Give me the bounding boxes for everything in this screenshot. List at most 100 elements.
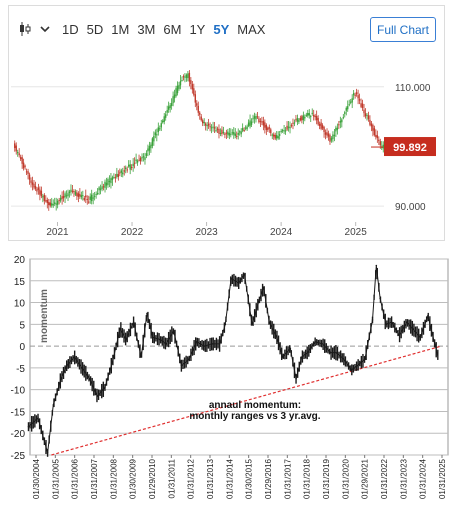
candle-body (107, 179, 109, 185)
momentum-point (314, 340, 316, 343)
candle-body (314, 115, 316, 118)
timeframe-1y-button[interactable]: 1Y (189, 21, 206, 37)
candle-body (352, 93, 355, 96)
momentum-point (306, 351, 309, 354)
momentum-point (65, 364, 68, 367)
candle-body (126, 169, 128, 171)
timeframe-6m-button[interactable]: 6M (163, 21, 182, 37)
candle-body (329, 135, 331, 142)
candle-body (234, 133, 236, 136)
candle-body (30, 180, 32, 183)
momentum-x-tick-label: 01/31/2023 (399, 458, 408, 499)
momentum-point (60, 377, 62, 380)
candle-body (166, 110, 168, 113)
candle-body (49, 202, 51, 206)
momentum-x-tick-label: 01/31/2011 (167, 458, 176, 498)
candle-body (74, 191, 77, 195)
timeframe-max-button[interactable]: MAX (237, 21, 266, 37)
candle-body (307, 113, 309, 116)
candle-body (280, 130, 282, 132)
candle-body (236, 135, 238, 137)
timeframe-3m-button[interactable]: 3M (137, 21, 156, 37)
candle-body (123, 170, 125, 172)
candle-body (324, 132, 327, 135)
candle-body (372, 124, 374, 131)
candle-body (296, 118, 299, 122)
candle-body (108, 181, 111, 183)
momentum-point (195, 340, 198, 343)
candle-body (250, 121, 253, 125)
momentum-point (281, 356, 284, 358)
candle-body (36, 189, 38, 192)
candle-body (88, 201, 90, 203)
momentum-chart: 20 15 10 5 0 -5 -10 -15 -20 -25 01/30/2004 01/31/20… (11, 255, 449, 499)
candle-body (321, 125, 324, 129)
candle-body (382, 144, 384, 149)
timeframe-5y-button[interactable]: 5Y (213, 21, 230, 37)
momentum-trend-line (51, 345, 442, 456)
candle-body (233, 131, 235, 135)
momentum-y-tick-label: -10 (11, 386, 26, 397)
candle-body (147, 148, 149, 152)
candle-body (22, 162, 25, 169)
chart-type-selector[interactable] (18, 21, 50, 37)
candle-body (67, 193, 69, 197)
candle-body (86, 198, 88, 200)
candle-body (255, 116, 257, 120)
momentum-point (165, 343, 167, 345)
candle-body (95, 194, 97, 196)
momentum-x-tick-label: 01/29/2021 (361, 458, 370, 499)
candle-body (24, 165, 26, 167)
candle-body (58, 200, 60, 202)
candle-body (323, 127, 325, 133)
momentum-point (427, 314, 429, 317)
candle-body (62, 195, 65, 199)
candle-body (191, 84, 194, 90)
momentum-point (159, 338, 162, 341)
momentum-point (52, 404, 55, 406)
candle-body (373, 128, 376, 135)
momentum-point (81, 367, 83, 369)
candle-body (290, 125, 293, 127)
candle-body (80, 195, 83, 198)
timeframe-1m-button[interactable]: 1M (111, 21, 130, 37)
momentum-point (146, 312, 148, 315)
candle-body (313, 114, 315, 117)
candle-body (273, 134, 275, 137)
candle-body (92, 197, 94, 199)
full-chart-button[interactable]: Full Chart (370, 17, 436, 42)
candle-body (96, 193, 99, 195)
candle-body (261, 121, 263, 123)
candle-body (83, 198, 85, 200)
candle-body (159, 128, 161, 130)
candle-body (77, 193, 80, 197)
momentum-x-tick-label: 01/31/2018 (303, 458, 312, 499)
candle-body (89, 196, 91, 200)
candle-body (82, 195, 84, 197)
candle-body (117, 174, 120, 177)
candle-body (259, 121, 262, 123)
candle-body (209, 126, 211, 128)
momentum-point (73, 356, 76, 358)
price-x-tick-label: 2022 (121, 227, 144, 238)
candle-body (157, 127, 159, 133)
momentum-point (262, 286, 265, 289)
candle-body (114, 177, 117, 179)
candle-body (56, 200, 59, 205)
candle-body (196, 103, 198, 106)
candle-body (175, 88, 177, 97)
candle-body (182, 76, 185, 78)
momentum-x-tick-label: 01/31/2022 (380, 458, 389, 499)
price-chart-panel: 1D 5D 1M 3M 6M 1Y 5Y MAX Full Chart 110.… (8, 5, 445, 241)
candle-body (79, 193, 81, 197)
momentum-point (411, 327, 414, 330)
timeframe-1d-button[interactable]: 1D (62, 21, 79, 37)
momentum-y-axis-label: momentum (39, 289, 50, 343)
candle-body (344, 112, 346, 114)
momentum-point (125, 338, 127, 341)
candle-body (298, 119, 300, 123)
timeframe-5d-button[interactable]: 5D (86, 21, 104, 37)
momentum-point (203, 345, 206, 347)
candle-body (34, 186, 37, 189)
candle-body (318, 123, 321, 126)
